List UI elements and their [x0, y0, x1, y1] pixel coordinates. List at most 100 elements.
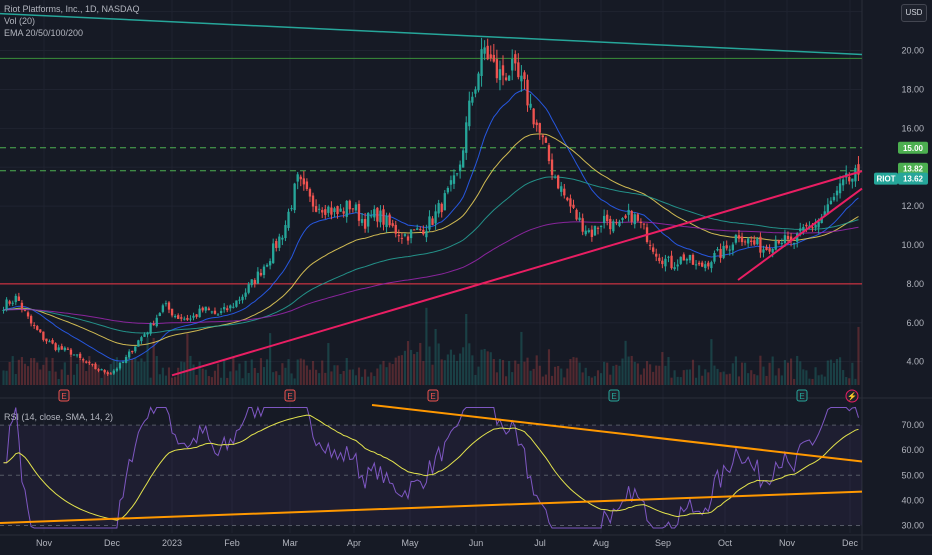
support-trendline [171, 170, 863, 377]
volume-bar [459, 353, 462, 385]
volume-bar [468, 343, 471, 385]
price-tick-label: 8.00 [906, 279, 924, 289]
candle-body [2, 309, 5, 311]
volume-bar [673, 370, 676, 385]
candle-body [385, 215, 388, 228]
volume-bar [670, 377, 673, 385]
candle-body [848, 177, 851, 182]
candle-body [106, 372, 109, 375]
candle-body [792, 243, 796, 245]
candle-body [468, 100, 471, 127]
candle-body [590, 229, 594, 237]
candle-body [437, 203, 440, 214]
volume-bar [284, 367, 287, 385]
volume-bar [455, 360, 459, 385]
candle-body [351, 208, 355, 210]
candle-body [85, 361, 88, 363]
rsi-line [3, 405, 859, 529]
volume-bar [526, 357, 529, 385]
volume-bar [569, 359, 572, 385]
ema-50-line [3, 133, 859, 346]
candle-body [198, 308, 201, 318]
volume-bar [437, 343, 440, 385]
rsi-tick-label: 60.00 [901, 445, 924, 455]
candle-body [75, 354, 79, 356]
volume-bar [474, 374, 477, 385]
volume-bar [220, 377, 223, 385]
candle-body [26, 312, 30, 317]
earnings-marker-label: E [799, 392, 804, 401]
volume-bar [382, 360, 385, 385]
candle-body [563, 188, 566, 196]
rsi-legend[interactable]: RSI (14, close, SMA, 14, 2) [4, 412, 114, 422]
time-tick-label: Nov [779, 538, 796, 548]
rsi-pane[interactable]: 70.00 60.00 50.00 40.00 30.00 [0, 404, 924, 530]
volume-bar [710, 339, 713, 385]
candle-body [581, 218, 584, 232]
volume-bar [731, 363, 734, 385]
candle-body [278, 236, 281, 248]
split-marker [845, 389, 859, 403]
symbol-legend[interactable]: Riot Platforms, Inc., 1D, NASDAQ [4, 4, 140, 14]
candle-body [367, 212, 370, 227]
rsi-tick-label: 50.00 [901, 470, 924, 480]
time-tick-label: Aug [593, 538, 609, 548]
volume-bar [826, 360, 829, 385]
volume-bar [713, 365, 716, 385]
candle-body [428, 216, 431, 230]
trendline-layer[interactable] [0, 12, 863, 377]
volume-bar [446, 354, 449, 385]
volume-bar [744, 362, 747, 385]
price-axis[interactable]: 22.0020.0018.0016.0012.0010.008.006.004.… [874, 7, 928, 367]
volume-bar [639, 374, 642, 385]
candle-body [838, 183, 842, 194]
volume-bar [128, 356, 131, 385]
volume-bar [554, 366, 557, 385]
candle-body [57, 347, 60, 351]
candle-body [655, 253, 658, 257]
candle-body [817, 221, 820, 228]
time-axis[interactable]: Nov Dec 2023 Feb Mar Apr May Jun Jul Aug Sep Oct Nov… [0, 534, 932, 548]
volume-bar [501, 360, 505, 385]
ema-legend[interactable]: EMA 20/50/100/200 [4, 28, 84, 38]
candle-body [327, 206, 330, 213]
candle-body [164, 303, 168, 305]
volume-bar [685, 369, 688, 385]
candle-body [587, 230, 590, 233]
candle-body [204, 306, 207, 311]
volume-bar [241, 378, 244, 385]
candle-body [685, 259, 689, 261]
volume-bar [238, 363, 241, 385]
candle-body [143, 334, 146, 337]
volume-bar [636, 363, 639, 385]
volume-bar [676, 376, 679, 385]
volume-bar [477, 366, 480, 385]
candle-body [820, 216, 823, 224]
volume-bar [661, 352, 664, 385]
currency-badge[interactable]: USD [901, 4, 927, 22]
volume-bar [253, 367, 256, 385]
event-markers[interactable]: E E E E E ⚡ [58, 389, 859, 403]
candle-body [180, 317, 183, 319]
volume-bar [771, 356, 774, 385]
volume-bar [606, 362, 609, 385]
volume-bar [210, 377, 213, 385]
candle-body [247, 284, 250, 293]
candle-body [511, 59, 514, 71]
volume-bar [232, 357, 235, 385]
candle-body [596, 227, 600, 229]
candle-body [373, 209, 376, 218]
volume-bar [722, 371, 725, 385]
volume-bar [719, 372, 722, 385]
volume-bar [560, 368, 563, 385]
volume-bar [759, 355, 762, 385]
candle-body [443, 193, 446, 211]
volume-bar [216, 363, 220, 385]
candle-body [789, 236, 793, 242]
volume-bar [290, 373, 293, 385]
candle-body [302, 178, 305, 185]
volume-legend[interactable]: Vol (20) [4, 16, 36, 26]
volume-bar [170, 377, 174, 385]
candle-body [740, 236, 744, 243]
